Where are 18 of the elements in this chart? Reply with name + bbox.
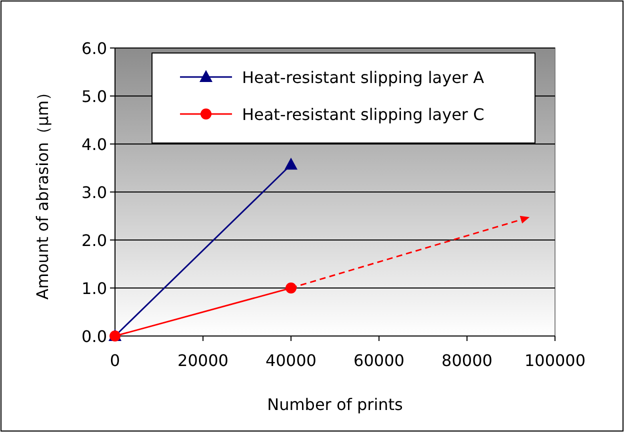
- x-tick-label: 20000: [178, 351, 228, 370]
- y-tick-label: 2.0: [82, 231, 107, 250]
- x-tick-label: 40000: [266, 351, 316, 370]
- y-tick-label: 6.0: [82, 39, 107, 58]
- legend-label: Heat-resistant slipping layer C: [242, 105, 484, 124]
- x-tick-label: 60000: [354, 351, 404, 370]
- y-tick-label: 4.0: [82, 135, 107, 154]
- y-tick-label: 5.0: [82, 87, 107, 106]
- x-axis-title: Number of prints: [267, 395, 403, 414]
- point: [286, 282, 296, 294]
- y-axis-title: Amount of abrasion（μm）: [33, 84, 52, 300]
- y-tick-label: 0.0: [82, 327, 107, 346]
- x-tick-label: 80000: [442, 351, 492, 370]
- y-tick-label: 3.0: [82, 183, 107, 202]
- x-tick-label: 0: [110, 351, 120, 370]
- legend-label: Heat-resistant slipping layer A: [242, 68, 484, 87]
- x-tick-label: 100000: [524, 351, 586, 370]
- y-tick-label: 1.0: [82, 279, 107, 298]
